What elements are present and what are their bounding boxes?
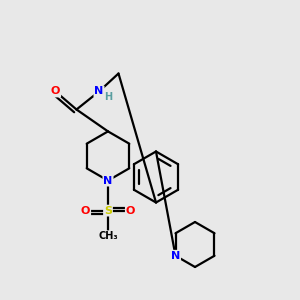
Text: N: N	[171, 251, 180, 261]
Text: O: O	[51, 86, 60, 97]
Text: H: H	[104, 92, 113, 102]
Text: N: N	[94, 86, 103, 97]
Text: O: O	[126, 206, 135, 216]
Text: O: O	[81, 206, 90, 216]
Text: CH₃: CH₃	[98, 231, 118, 241]
Text: N: N	[103, 176, 112, 186]
Text: S: S	[104, 206, 112, 216]
